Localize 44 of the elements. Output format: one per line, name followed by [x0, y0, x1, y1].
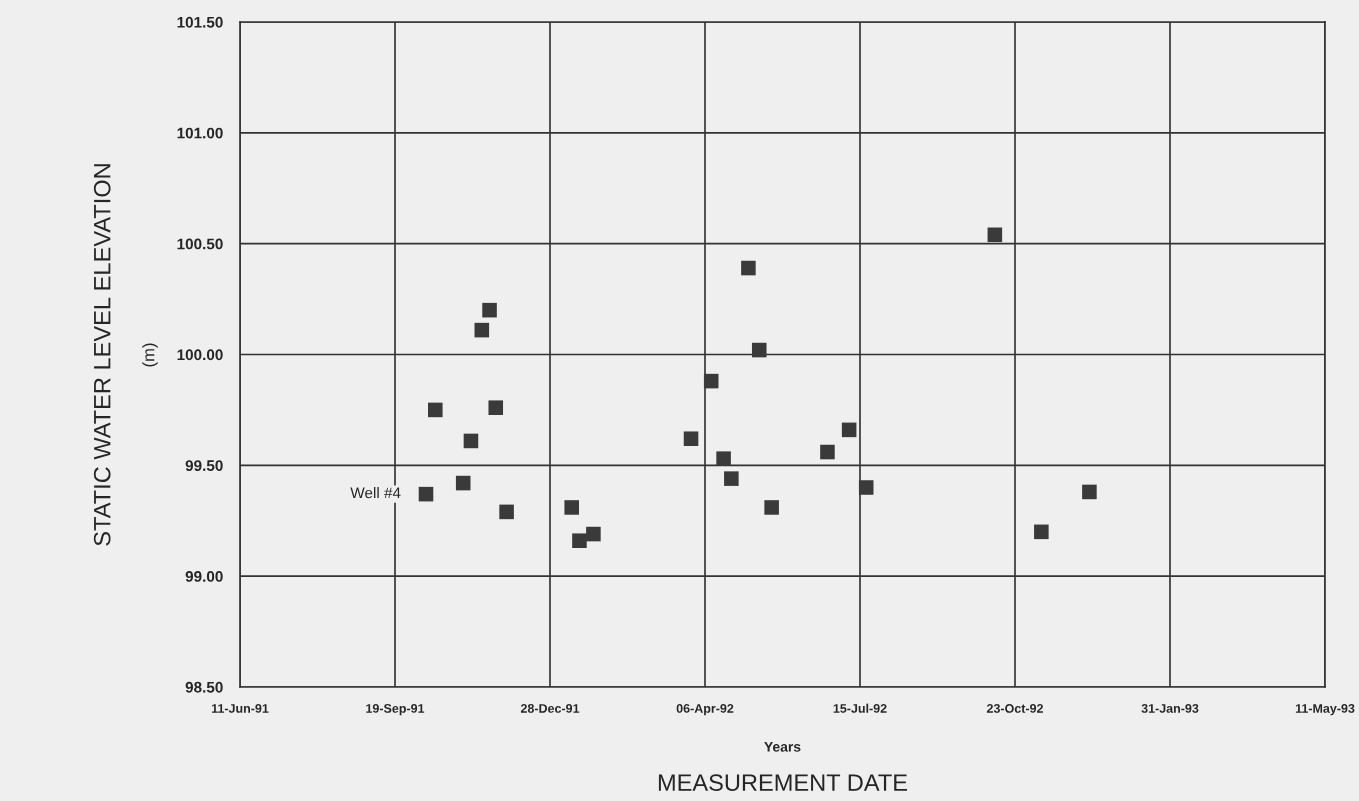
- y-tick-label: 100.00: [177, 349, 223, 361]
- point: [820, 444, 835, 460]
- point: [724, 471, 739, 486]
- annotation: Well #4: [350, 487, 401, 499]
- x-tick-label: 06-Apr-92: [676, 704, 734, 716]
- point: [488, 400, 504, 415]
- text: (m): [142, 343, 158, 367]
- point: [716, 451, 731, 466]
- point: [764, 500, 779, 515]
- point: [841, 422, 857, 438]
- y-tick-label: 101.00: [177, 127, 223, 139]
- point: [1082, 484, 1097, 500]
- y-tick-label: 99.50: [185, 460, 223, 472]
- x-tick-label: 15-Jul-92: [833, 703, 887, 713]
- point: [474, 322, 490, 338]
- y-tick-label: 99.00: [185, 571, 223, 582]
- x-tick-label: 31-Jan-93: [1141, 704, 1199, 713]
- y-tick-label: 100.50: [177, 238, 223, 250]
- point: [418, 486, 434, 502]
- y-axis-title: STATIC WATER LEVEL ELEVATION: [93, 164, 111, 546]
- point: [499, 504, 514, 520]
- x-tick-label: 19-Sep-91: [366, 704, 425, 716]
- y-tick-label: 101.50: [177, 16, 223, 28]
- point: [428, 402, 443, 418]
- point: [751, 342, 767, 358]
- y-tick-label: 98.50: [185, 681, 223, 693]
- point: [586, 526, 601, 542]
- point: [463, 433, 479, 449]
- point: [572, 533, 587, 548]
- point: [987, 227, 1003, 243]
- x-tick-label: 23-Oct-92: [986, 704, 1043, 713]
- point: [482, 302, 497, 318]
- point: [455, 475, 471, 491]
- x-tick-label: 28-Dec-91: [520, 704, 580, 713]
- point: [703, 373, 719, 389]
- text: Years: [764, 742, 801, 752]
- x-axis-title: MEASUREMENT DATE: [658, 774, 907, 791]
- point: [683, 431, 699, 447]
- x-tick-label: 11-Jun-91: [211, 704, 269, 713]
- point: [858, 480, 874, 495]
- x-tick-label: 11-May-93: [1295, 704, 1355, 716]
- point: [741, 260, 756, 276]
- point: [564, 500, 579, 515]
- point: [1034, 524, 1049, 540]
